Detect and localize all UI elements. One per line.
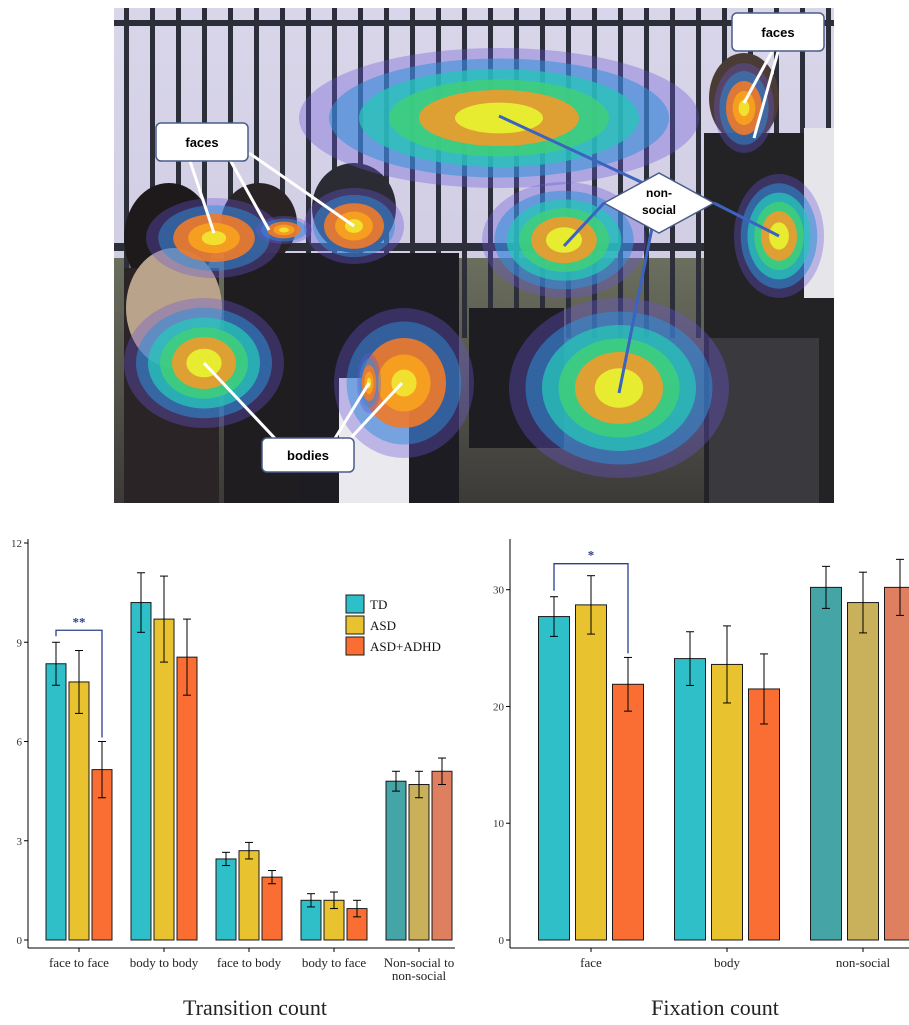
fixation-count-chart: 0 10 20 30 face body non-social * Fixation count — [460, 535, 909, 1020]
callout-nonsocial-line1: non- — [646, 186, 672, 200]
fence-bar — [670, 8, 675, 338]
transition-y-tick-label: 12 — [11, 538, 22, 550]
transition-x-tick-label: face to body — [217, 955, 282, 970]
transition-bar-asd-adhd-2 — [262, 877, 282, 940]
callout-faces-right-label: faces — [761, 25, 794, 40]
fixation-bar-asd-adhd-0 — [613, 684, 644, 940]
callout-faces-left-label: faces — [185, 135, 218, 150]
heatmap-scene: faces faces non- social bodies — [114, 8, 834, 503]
fixation-x-tick-label: non-social — [836, 955, 891, 970]
fixation-bar-asd-0 — [576, 605, 607, 940]
transition-legend-label-2: ASD+ADHD — [370, 639, 441, 654]
gaze-heatmap-photo: faces faces non- social bodies — [114, 8, 834, 503]
heat-ring — [279, 227, 289, 232]
fixation-bar-td-2 — [811, 587, 842, 940]
transition-y-tick-label: 3 — [17, 836, 23, 848]
fixation-y-tick-label: 0 — [499, 935, 505, 947]
transition-count-svg: 0 3 6 9 12 face to face body to body face to bo… — [0, 535, 460, 1020]
transition-title: Transition count — [183, 995, 327, 1020]
fixation-bar-asd-adhd-1 — [749, 689, 780, 940]
transition-y-tick-label: 6 — [17, 737, 23, 749]
transition-bar-asd-1 — [154, 619, 174, 940]
transition-bar-td-4 — [386, 781, 406, 940]
transition-bar-asd-2 — [239, 851, 259, 940]
fixation-y-tick-label: 20 — [493, 701, 505, 713]
fixation-count-svg: 0 10 20 30 face body non-social * Fixation count — [460, 535, 909, 1020]
transition-bar-asd-4 — [409, 785, 429, 940]
transition-bar-td-2 — [216, 859, 236, 940]
fence-bar — [644, 8, 649, 338]
fixation-y-tick-label: 10 — [493, 818, 505, 830]
fixation-title: Fixation count — [651, 995, 779, 1020]
transition-bar-td-1 — [131, 603, 151, 940]
callout-bodies: bodies — [262, 438, 354, 472]
transition-x-tick-label: body to body — [130, 955, 199, 970]
transition-y-tick-label: 9 — [17, 637, 23, 649]
transition-legend-swatch-0 — [346, 595, 364, 613]
fixation-bar-td-0 — [539, 617, 570, 940]
fixation-significance-label: * — [588, 548, 595, 563]
fixation-bar-asd-2 — [848, 603, 879, 940]
callout-faces-left: faces — [156, 123, 248, 161]
transition-bar-asd-adhd-4 — [432, 771, 452, 940]
fixation-x-tick-label: face — [580, 955, 602, 970]
transition-legend-label-1: ASD — [370, 618, 396, 633]
callout-bodies-label: bodies — [287, 448, 329, 463]
transition-significance-label: ** — [73, 614, 86, 629]
fixation-bar-td-1 — [675, 659, 706, 940]
transition-bar-asd-0 — [69, 682, 89, 940]
transition-bar-asd-adhd-1 — [177, 657, 197, 940]
transition-bar-td-0 — [46, 664, 66, 940]
transition-count-chart: 0 3 6 9 12 face to face body to body face to bo… — [0, 535, 460, 1020]
fixation-bar-asd-1 — [712, 664, 743, 940]
transition-x-tick-label: body to face — [302, 955, 366, 970]
callout-faces-right: faces — [732, 13, 824, 51]
transition-legend-swatch-1 — [346, 616, 364, 634]
fence-bar — [696, 8, 701, 338]
callout-nonsocial-line2: social — [642, 203, 676, 217]
transition-legend-label-0: TD — [370, 597, 387, 612]
transition-x-tick-label: non-social — [392, 968, 447, 983]
transition-legend-swatch-2 — [346, 637, 364, 655]
fixation-bar-asd-adhd-2 — [885, 587, 909, 940]
fixation-x-tick-label: body — [714, 955, 741, 970]
fixation-y-tick-label: 30 — [493, 585, 505, 597]
transition-y-tick-label: 0 — [17, 935, 23, 947]
transition-x-tick-label: face to face — [49, 955, 109, 970]
